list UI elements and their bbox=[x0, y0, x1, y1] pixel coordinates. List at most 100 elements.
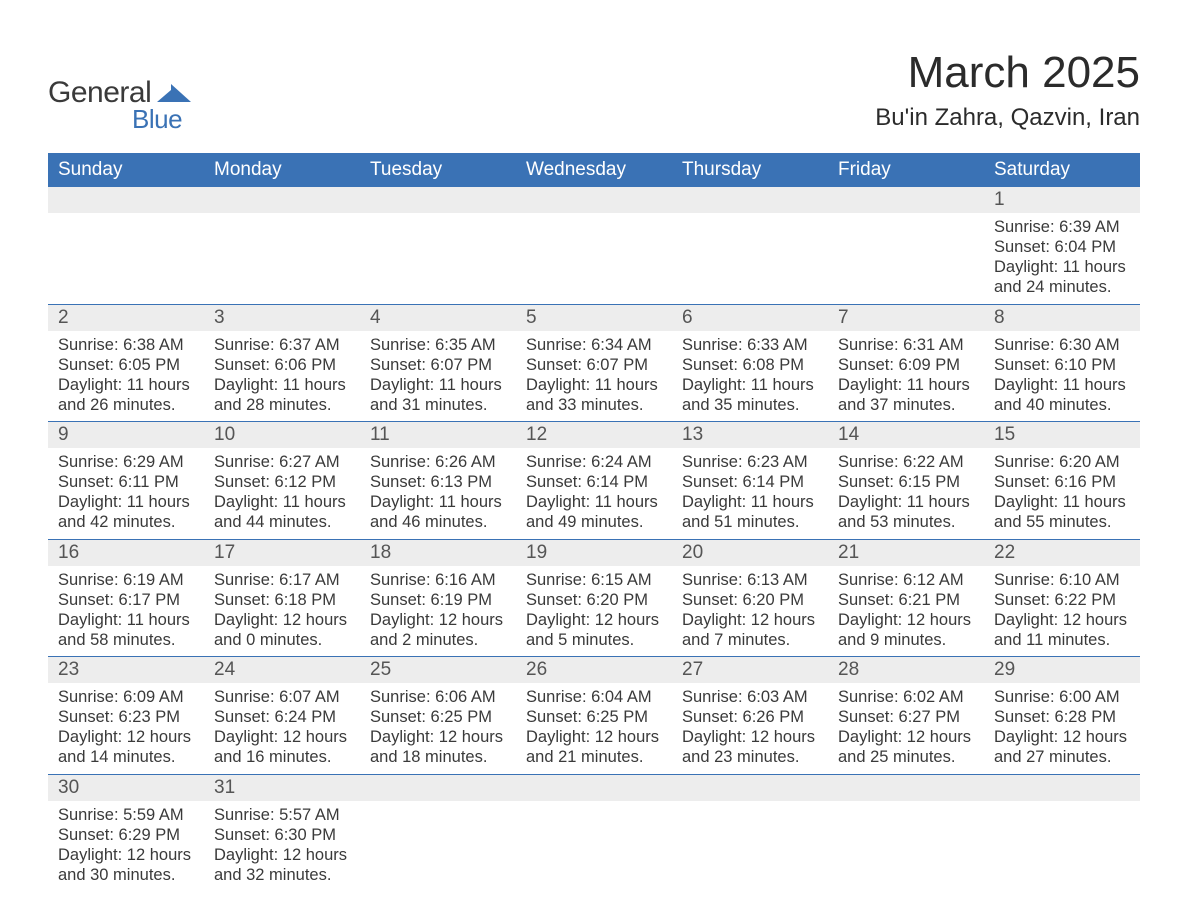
empty-day-number bbox=[48, 187, 204, 213]
day-number: 21 bbox=[828, 540, 984, 566]
day-cell: Sunrise: 6:30 AMSunset: 6:10 PMDaylight:… bbox=[984, 331, 1140, 422]
sunset-text: Sunset: 6:16 PM bbox=[994, 472, 1130, 492]
day-details: Sunrise: 6:37 AMSunset: 6:06 PMDaylight:… bbox=[204, 331, 360, 418]
empty-day-cell bbox=[360, 213, 516, 304]
page-header: General Blue March 2025 Bu'in Zahra, Qaz… bbox=[48, 48, 1140, 135]
sunset-text: Sunset: 6:14 PM bbox=[526, 472, 662, 492]
daylight-text: Daylight: 12 hours and 14 minutes. bbox=[58, 727, 194, 767]
sunset-text: Sunset: 6:20 PM bbox=[682, 590, 818, 610]
empty-day-number bbox=[672, 775, 828, 801]
sunrise-text: Sunrise: 6:15 AM bbox=[526, 570, 662, 590]
sunrise-text: Sunrise: 6:22 AM bbox=[838, 452, 974, 472]
sunset-text: Sunset: 6:29 PM bbox=[58, 825, 194, 845]
sunset-text: Sunset: 6:17 PM bbox=[58, 590, 194, 610]
week-row: Sunrise: 5:59 AMSunset: 6:29 PMDaylight:… bbox=[48, 801, 1140, 892]
sunset-text: Sunset: 6:09 PM bbox=[838, 355, 974, 375]
empty-day-cell bbox=[516, 213, 672, 304]
sunrise-text: Sunrise: 6:04 AM bbox=[526, 687, 662, 707]
daynum-row: 1 bbox=[48, 187, 1140, 213]
day-cell: Sunrise: 6:00 AMSunset: 6:28 PMDaylight:… bbox=[984, 683, 1140, 774]
day-details: Sunrise: 5:57 AMSunset: 6:30 PMDaylight:… bbox=[204, 801, 360, 888]
daynum-row: 16171819202122 bbox=[48, 540, 1140, 566]
day-cell: Sunrise: 6:20 AMSunset: 6:16 PMDaylight:… bbox=[984, 448, 1140, 539]
daylight-text: Daylight: 12 hours and 21 minutes. bbox=[526, 727, 662, 767]
day-cell: Sunrise: 6:09 AMSunset: 6:23 PMDaylight:… bbox=[48, 683, 204, 774]
day-details: Sunrise: 6:03 AMSunset: 6:26 PMDaylight:… bbox=[672, 683, 828, 770]
sunrise-text: Sunrise: 6:12 AM bbox=[838, 570, 974, 590]
empty-day-cell bbox=[48, 213, 204, 304]
day-cell: Sunrise: 6:16 AMSunset: 6:19 PMDaylight:… bbox=[360, 566, 516, 657]
empty-day-cell bbox=[828, 213, 984, 304]
daylight-text: Daylight: 12 hours and 7 minutes. bbox=[682, 610, 818, 650]
day-number: 2 bbox=[48, 305, 204, 331]
sunrise-text: Sunrise: 6:00 AM bbox=[994, 687, 1130, 707]
day-number: 24 bbox=[204, 657, 360, 683]
empty-day-cell bbox=[984, 801, 1140, 892]
day-number: 29 bbox=[984, 657, 1140, 683]
day-cell: Sunrise: 6:12 AMSunset: 6:21 PMDaylight:… bbox=[828, 566, 984, 657]
empty-day-number bbox=[828, 775, 984, 801]
month-title: March 2025 bbox=[875, 48, 1140, 98]
day-cell: Sunrise: 6:23 AMSunset: 6:14 PMDaylight:… bbox=[672, 448, 828, 539]
sunrise-text: Sunrise: 6:30 AM bbox=[994, 335, 1130, 355]
sunrise-text: Sunrise: 6:23 AM bbox=[682, 452, 818, 472]
sunset-text: Sunset: 6:18 PM bbox=[214, 590, 350, 610]
sunset-text: Sunset: 6:15 PM bbox=[838, 472, 974, 492]
day-details: Sunrise: 6:23 AMSunset: 6:14 PMDaylight:… bbox=[672, 448, 828, 535]
weekday-header: Tuesday bbox=[360, 153, 516, 187]
day-cell: Sunrise: 6:17 AMSunset: 6:18 PMDaylight:… bbox=[204, 566, 360, 657]
day-cell: Sunrise: 6:19 AMSunset: 6:17 PMDaylight:… bbox=[48, 566, 204, 657]
week-row: Sunrise: 6:09 AMSunset: 6:23 PMDaylight:… bbox=[48, 683, 1140, 775]
sunrise-text: Sunrise: 6:29 AM bbox=[58, 452, 194, 472]
day-number: 31 bbox=[204, 775, 360, 801]
day-number: 27 bbox=[672, 657, 828, 683]
day-number: 7 bbox=[828, 305, 984, 331]
daynum-row: 9101112131415 bbox=[48, 422, 1140, 448]
week-row: Sunrise: 6:29 AMSunset: 6:11 PM Daylight:… bbox=[48, 448, 1140, 540]
daylight-text: Daylight: 12 hours and 9 minutes. bbox=[838, 610, 974, 650]
sunset-text: Sunset: 6:22 PM bbox=[994, 590, 1130, 610]
weekday-header: Sunday bbox=[48, 153, 204, 187]
day-details: Sunrise: 6:34 AMSunset: 6:07 PMDaylight:… bbox=[516, 331, 672, 418]
day-details: Sunrise: 6:27 AMSunset: 6:12 PMDaylight:… bbox=[204, 448, 360, 535]
sunrise-text: Sunrise: 6:10 AM bbox=[994, 570, 1130, 590]
location-subtitle: Bu'in Zahra, Qazvin, Iran bbox=[875, 104, 1140, 132]
sunset-text: Sunset: 6:20 PM bbox=[526, 590, 662, 610]
day-cell: Sunrise: 6:34 AMSunset: 6:07 PMDaylight:… bbox=[516, 331, 672, 422]
sunset-text: Sunset: 6:11 PM bbox=[58, 472, 194, 492]
sunset-text: Sunset: 6:12 PM bbox=[214, 472, 350, 492]
sunrise-text: Sunrise: 6:39 AM bbox=[994, 217, 1130, 237]
day-details: Sunrise: 6:30 AMSunset: 6:10 PMDaylight:… bbox=[984, 331, 1140, 418]
day-details: Sunrise: 6:16 AMSunset: 6:19 PMDaylight:… bbox=[360, 566, 516, 653]
sunset-text: Sunset: 6:24 PM bbox=[214, 707, 350, 727]
empty-day-cell bbox=[828, 801, 984, 892]
day-details: Sunrise: 6:33 AMSunset: 6:08 PMDaylight:… bbox=[672, 331, 828, 418]
sunset-text: Sunset: 6:06 PM bbox=[214, 355, 350, 375]
sunset-text: Sunset: 6:21 PM bbox=[838, 590, 974, 610]
daylight-text: Daylight: 11 hours and 49 minutes. bbox=[526, 492, 662, 532]
sunrise-text: Sunrise: 6:06 AM bbox=[370, 687, 506, 707]
day-details: Sunrise: 6:07 AMSunset: 6:24 PMDaylight:… bbox=[204, 683, 360, 770]
day-number: 25 bbox=[360, 657, 516, 683]
sunrise-text: Sunrise: 6:07 AM bbox=[214, 687, 350, 707]
day-details: Sunrise: 6:09 AMSunset: 6:23 PMDaylight:… bbox=[48, 683, 204, 770]
sunrise-text: Sunrise: 6:37 AM bbox=[214, 335, 350, 355]
day-cell: Sunrise: 6:31 AMSunset: 6:09 PMDaylight:… bbox=[828, 331, 984, 422]
sunset-text: Sunset: 6:28 PM bbox=[994, 707, 1130, 727]
day-number: 28 bbox=[828, 657, 984, 683]
sunset-text: Sunset: 6:26 PM bbox=[682, 707, 818, 727]
day-number: 9 bbox=[48, 422, 204, 448]
weekday-header-row: Sunday Monday Tuesday Wednesday Thursday… bbox=[48, 153, 1140, 187]
week-row: Sunrise: 6:19 AMSunset: 6:17 PMDaylight:… bbox=[48, 566, 1140, 658]
sunset-text: Sunset: 6:25 PM bbox=[526, 707, 662, 727]
daylight-text: Daylight: 12 hours and 2 minutes. bbox=[370, 610, 506, 650]
sunset-text: Sunset: 6:23 PM bbox=[58, 707, 194, 727]
day-cell: Sunrise: 6:24 AMSunset: 6:14 PMDaylight:… bbox=[516, 448, 672, 539]
empty-day-cell bbox=[204, 213, 360, 304]
sunrise-text: Sunrise: 6:38 AM bbox=[58, 335, 194, 355]
sunset-text: Sunset: 6:19 PM bbox=[370, 590, 506, 610]
day-details: Sunrise: 6:22 AMSunset: 6:15 PMDaylight:… bbox=[828, 448, 984, 535]
weekday-header: Friday bbox=[828, 153, 984, 187]
empty-day-number bbox=[204, 187, 360, 213]
day-details: Sunrise: 5:59 AMSunset: 6:29 PMDaylight:… bbox=[48, 801, 204, 888]
